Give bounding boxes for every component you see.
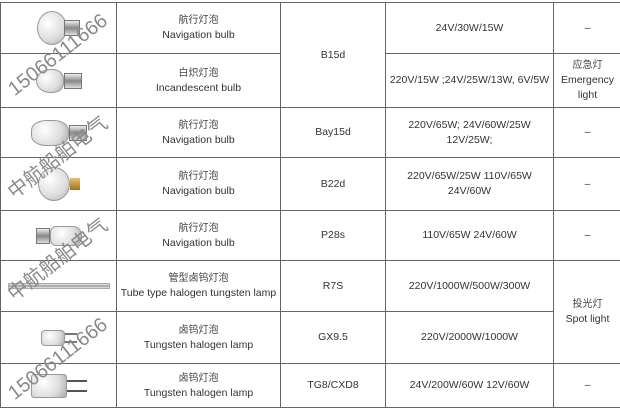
spec: 110V/65W 24V/60W [386,211,554,261]
name-en: Navigation bulb [117,28,280,43]
note: – [554,364,620,408]
note-zh: 投光灯 [554,297,620,312]
halogen-lamp-icon [1,364,117,408]
name-zh: 卤钨灯泡 [117,371,280,386]
note: – [554,211,620,261]
name-en: Navigation bulb [117,133,280,148]
spec: 220V/2000W/1000W [386,312,554,364]
base-type: B15d [281,3,386,108]
name-en: Tube type halogen tungsten lamp [117,286,280,301]
base-type: B22d [281,158,386,211]
note-en: Emergency light [554,73,620,103]
navigation-bulb-icon [1,108,117,158]
incandescent-bulb-icon [1,54,117,108]
note-zh: 应急灯 [554,58,620,73]
note-en: Spot light [554,312,620,327]
name-zh: 航行灯泡 [117,118,280,133]
spec: 220V/1000W/500W/300W [386,261,554,312]
name-en: Incandescent bulb [117,81,280,96]
navigation-bulb-icon [1,3,117,54]
name-zh: 航行灯泡 [117,169,280,184]
name-zh: 卤钨灯泡 [117,323,280,338]
note: – [554,3,620,54]
navigation-bulb-icon [1,158,117,211]
tube-halogen-lamp-icon [1,261,117,312]
base-type: Bay15d [281,108,386,158]
name-en: Navigation bulb [117,236,280,251]
spec: 24V/30W/15W [386,3,554,54]
name-en: Navigation bulb [117,184,280,199]
spec: 220V/15W ;24V/25W/13W, 6V/5W [386,54,554,108]
base-type: TG8/CXD8 [281,364,386,408]
name-zh: 航行灯泡 [117,13,280,28]
spec-line: 220V/65W; 24V/60W/25W [386,118,553,133]
note: – [554,108,620,158]
halogen-lamp-icon [1,312,117,364]
name-zh: 管型卤钨灯泡 [117,271,280,286]
name-zh: 白炽灯泡 [117,66,280,81]
name-en: Tungsten halogen lamp [117,386,280,401]
name-en: Tungsten halogen lamp [117,338,280,353]
note: – [554,158,620,211]
base-type: P28s [281,211,386,261]
spec-line: 12V/25W; [386,133,553,148]
spec-line: 220V/65W/25W 110V/65W [386,169,553,184]
navigation-bulb-icon [1,211,117,261]
spec: 24V/200W/60W 12V/60W [386,364,554,408]
name-zh: 航行灯泡 [117,221,280,236]
base-type: GX9.5 [281,312,386,364]
spec-line: 24V/60W [386,184,553,199]
base-type: R7S [281,261,386,312]
